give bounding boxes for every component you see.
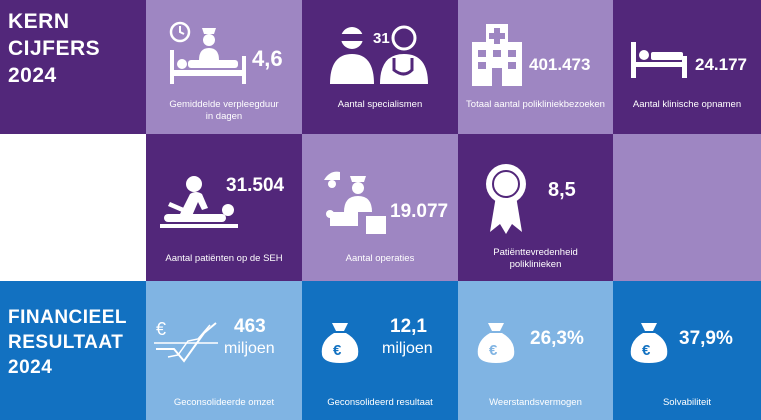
money-bag-icon: € xyxy=(320,321,360,363)
omzet-value: 463 xyxy=(234,316,266,337)
financieel-heading-cell: FINANCIEEL RESULTAAT 2024 xyxy=(0,281,146,420)
doctors-icon xyxy=(324,24,434,86)
euro-chart-icon: € xyxy=(154,319,220,367)
surgeon-operation-icon xyxy=(320,166,390,234)
tevredenheid-tile: 8,5 Patiënttevredenheid poliklinieken xyxy=(458,134,613,281)
omzet-unit: miljoen xyxy=(224,340,275,357)
svg-text:€: € xyxy=(156,319,166,339)
weerstand-value: 26,3% xyxy=(530,328,584,349)
specialismen-label: Aantal specialismen xyxy=(337,99,423,110)
award-rosette-icon xyxy=(484,162,528,234)
heading-line: CIJFERS xyxy=(8,37,101,60)
operaties-value: 19.077 xyxy=(390,201,449,222)
hospital-bed-icon xyxy=(631,42,687,78)
polikliniekbezoeken-value: 401.473 xyxy=(529,55,591,74)
verpleegduur-label: Gemiddelde verpleegduur in dagen xyxy=(169,99,279,122)
kerncijfers-heading-cell: KERN CIJFERS 2024 xyxy=(0,0,146,134)
specialismen-value: 31 xyxy=(373,30,390,47)
solvabiliteit-value: 37,9% xyxy=(679,328,733,349)
operaties-label: Aantal operaties xyxy=(345,253,415,264)
opnamen-value: 24.177 xyxy=(695,55,747,74)
weerstand-tile: € 26,3% Weerstandsvermogen xyxy=(458,281,613,420)
opnamen-tile: 24.177 Aantal klinische opnamen xyxy=(613,0,761,134)
physiotherapy-icon xyxy=(160,174,240,232)
solvabiliteit-label: Solvabiliteit xyxy=(662,397,712,408)
tevredenheid-value: 8,5 xyxy=(548,179,576,201)
patient-bed-clock-icon xyxy=(168,20,248,86)
heading-line: RESULTAAT xyxy=(8,332,124,353)
polikliniekbezoeken-tile: 401.473 Totaal aantal polikliniekbezoeke… xyxy=(458,0,613,134)
operaties-tile: 19.077 Aantal operaties xyxy=(302,134,458,281)
heading-line: 2024 xyxy=(8,64,57,87)
heading-line: 2024 xyxy=(8,357,53,378)
money-bag-icon: € xyxy=(629,321,669,363)
seh-label: Aantal patiënten op de SEH xyxy=(165,253,283,264)
weerstand-label: Weerstandsvermogen xyxy=(489,397,582,408)
empty-tile xyxy=(0,134,146,281)
resultaat-unit: miljoen xyxy=(382,340,433,357)
specialismen-tile: 31 Aantal specialismen xyxy=(302,0,458,134)
seh-tile: 31.504 Aantal patiënten op de SEH xyxy=(146,134,302,281)
omzet-label: Geconsolideerde omzet xyxy=(173,397,275,408)
omzet-tile: € 463 miljoen Geconsolideerde omzet xyxy=(146,281,302,420)
money-bag-icon: € xyxy=(476,321,516,363)
tevredenheid-label: Patiënttevredenheid poliklinieken xyxy=(493,247,578,270)
seh-value: 31.504 xyxy=(226,175,285,196)
financieel-heading: FINANCIEEL RESULTAAT 2024 xyxy=(8,305,127,380)
verpleegduur-tile: 4,6 Gemiddelde verpleegduur in dagen xyxy=(146,0,302,134)
hospital-icon xyxy=(472,24,522,86)
resultaat-value: 12,1 xyxy=(390,316,427,337)
svg-text:€: € xyxy=(333,342,342,359)
opnamen-label: Aantal klinische opnamen xyxy=(632,99,742,110)
heading-line: FINANCIEEL xyxy=(8,307,127,328)
resultaat-label: Geconsolideerd resultaat xyxy=(327,397,433,408)
polikliniekbezoeken-label: Totaal aantal polikliniekbezoeken xyxy=(466,99,605,110)
solvabiliteit-tile: € 37,9% Solvabiliteit xyxy=(613,281,761,420)
kerncijfers-heading: KERN CIJFERS 2024 xyxy=(8,8,100,89)
svg-text:€: € xyxy=(642,342,651,359)
verpleegduur-value: 4,6 xyxy=(252,46,283,71)
svg-text:€: € xyxy=(489,342,498,359)
resultaat-tile: € 12,1 miljoen Geconsolideerd resultaat xyxy=(302,281,458,420)
empty-tile xyxy=(613,134,761,281)
heading-line: KERN xyxy=(8,10,70,33)
